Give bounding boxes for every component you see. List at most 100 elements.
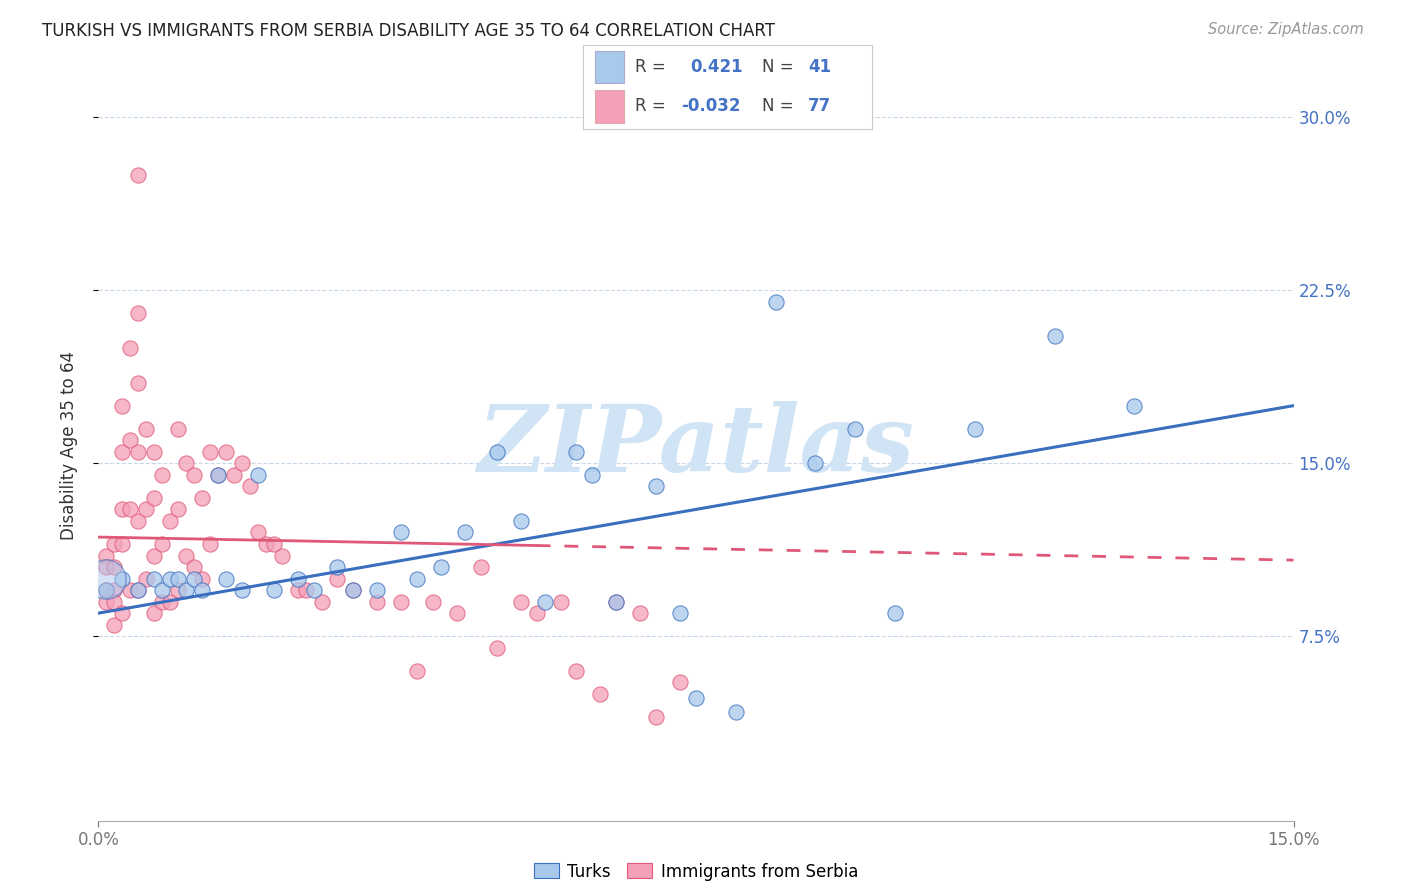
Text: 41: 41 [808,58,831,76]
Point [485,640,508,655]
Point [565,664,588,678]
Point [239,479,262,493]
Point [150,537,173,551]
Point [96,583,118,598]
Point [150,467,173,482]
Point [191,583,214,598]
Point [366,583,388,598]
Point [135,572,157,586]
Point [326,560,349,574]
Point [103,560,125,574]
Point [127,514,149,528]
Text: N =: N = [762,97,794,115]
Point [183,467,205,482]
Point [120,583,142,598]
Y-axis label: Disability Age 35 to 64: Disability Age 35 to 64 [59,351,77,541]
Point [1123,399,1146,413]
Point [127,583,149,598]
Point [765,294,787,309]
Text: R =: R = [636,97,666,115]
Text: R =: R = [636,58,666,76]
Point [533,594,555,608]
Point [263,583,285,598]
Point [430,560,453,574]
Point [645,710,668,724]
Point [143,444,166,458]
Point [287,583,309,598]
Point [167,502,190,516]
Point [183,560,205,574]
Point [270,549,292,563]
Text: ZIPatlas: ZIPatlas [478,401,914,491]
Point [311,594,333,608]
Point [550,594,572,608]
Point [844,422,866,436]
Point [406,664,429,678]
Point [389,594,412,608]
Point [389,525,412,540]
Point [207,467,229,482]
Point [669,606,692,620]
Point [111,399,134,413]
Point [326,572,349,586]
Point [174,456,197,470]
Point [167,572,190,586]
Point [183,572,205,586]
Point [406,572,429,586]
Point [724,706,747,720]
Point [103,617,125,632]
Point [342,583,364,598]
Point [127,376,149,390]
Point [884,606,907,620]
Point [963,422,986,436]
Point [159,594,181,608]
Point [246,525,269,540]
Bar [595,51,624,83]
Point [150,583,173,598]
Point [366,594,388,608]
Point [509,514,531,528]
Point [804,456,827,470]
Point [150,594,173,608]
Point [167,583,190,598]
Point [96,572,118,586]
Point [143,491,166,505]
Point [191,572,214,586]
Point [685,691,707,706]
Point [526,606,548,620]
Point [645,479,668,493]
Point [174,549,197,563]
Point [294,583,316,598]
Point [198,537,221,551]
Point [605,594,627,608]
Text: TURKISH VS IMMIGRANTS FROM SERBIA DISABILITY AGE 35 TO 64 CORRELATION CHART: TURKISH VS IMMIGRANTS FROM SERBIA DISABI… [42,22,775,40]
Text: 0.421: 0.421 [690,58,742,76]
Point [111,606,134,620]
Point [254,537,277,551]
Bar [595,90,624,122]
Point [222,467,245,482]
Point [96,549,118,563]
Point [135,502,157,516]
Point [111,444,134,458]
Point [605,594,627,608]
Point [454,525,477,540]
Point [159,514,181,528]
Point [127,583,149,598]
Legend: Turks, Immigrants from Serbia: Turks, Immigrants from Serbia [527,856,865,888]
Point [231,456,253,470]
Point [287,572,309,586]
Text: N =: N = [762,58,794,76]
Point [96,560,118,574]
Point [103,537,125,551]
Point [96,583,118,598]
Point [111,502,134,516]
Point [628,606,651,620]
Text: -0.032: -0.032 [682,97,741,115]
Point [669,675,692,690]
Point [215,444,238,458]
Point [581,467,603,482]
Point [103,583,125,598]
Point [565,444,588,458]
Point [127,306,149,320]
